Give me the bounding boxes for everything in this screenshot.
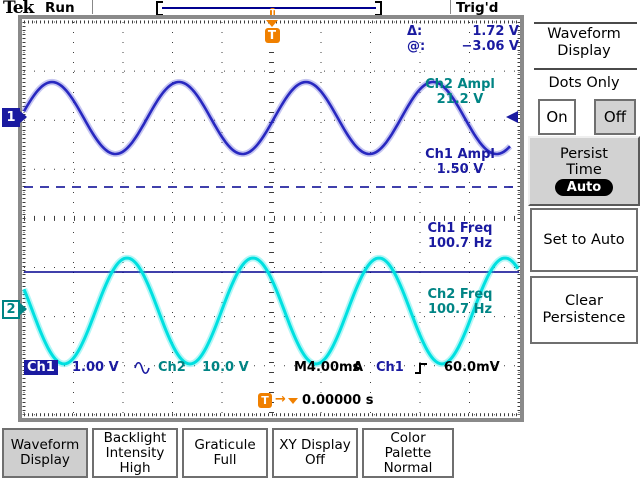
tek-logo: Tek — [3, 0, 34, 18]
channel-2-reference-marker: 2 — [2, 300, 27, 319]
set-to-auto-button[interactable]: Set to Auto — [530, 208, 638, 272]
side-menu-title-line1: Waveform — [547, 26, 621, 42]
timebase: M4.00ms — [294, 360, 361, 375]
menu-button-color-palette[interactable]: Color Palette Normal — [362, 428, 454, 478]
dots-only-label: Dots Only — [548, 75, 620, 91]
trigger-level: 60.0mV — [444, 360, 500, 375]
measurement-label: Ch1 Freq — [427, 221, 493, 236]
measurement-ch2-freq: Ch2 Freq 100.7 Hz — [400, 287, 520, 317]
measurement-value: 21.2 V — [436, 92, 484, 107]
persist-time-button[interactable]: Persist Time Auto — [528, 136, 640, 206]
trigger-t-icon: T — [258, 393, 272, 408]
trigger-t-icon: T — [264, 28, 280, 43]
triangle-down-icon — [266, 20, 278, 27]
dots-only-on-button[interactable]: On — [538, 99, 576, 135]
channel-2-trace — [22, 256, 520, 366]
trigger-status: Trig'd — [456, 0, 499, 16]
measurement-label: Ch2 Ampl — [425, 77, 495, 92]
ch2-label: Ch2 — [158, 360, 186, 375]
trigger-source: Ch1 — [376, 360, 404, 375]
measurement-ch2-ampl: Ch2 Ampl 21.2 V — [400, 77, 520, 107]
rising-edge-icon — [414, 361, 429, 380]
cursor-delta-label: Δ: — [407, 24, 423, 39]
side-menu-title: Waveform Display — [528, 26, 640, 60]
menu-button-xy-display[interactable]: XY Display Off — [272, 428, 358, 478]
ch1-scale: 1.00 V — [72, 360, 119, 375]
side-menu: Waveform Display Dots Only On Off Persis… — [528, 15, 640, 355]
separator — [92, 0, 93, 14]
scale-status-bar: Ch1 1.00 V Ch2 10.0 V M4.00ms A Ch1 60.0… — [22, 360, 520, 378]
triangle-down-icon — [288, 398, 298, 404]
divider — [534, 68, 637, 70]
measurement-label: Ch1 Ampl — [425, 147, 495, 162]
measurement-ch1-ampl: Ch1 Ampl 1.50 V — [400, 147, 520, 177]
cursor-at-value: −3.06 V — [461, 39, 519, 54]
measurement-value: 100.7 Hz — [427, 302, 493, 317]
side-menu-title-line2: Display — [557, 43, 611, 59]
persist-time-label: Persist Time — [560, 146, 608, 178]
trigger-position-bar-marker-icon: T — [262, 0, 276, 19]
waveform-display-area: T Δ: 1.72 V @: −3.06 V Ch2 Ampl 21.2 V C… — [2, 15, 524, 422]
trigger-position-marker-icon: T — [263, 20, 281, 43]
cursor-at-label: @: — [407, 39, 426, 54]
acquisition-bar-right-bracket — [375, 1, 382, 16]
cursor-readout: Δ: 1.72 V @: −3.06 V — [407, 24, 519, 54]
acquisition-bar — [162, 7, 376, 9]
menu-button-backlight-intensity[interactable]: Backlight Intensity High — [92, 428, 178, 478]
top-status-bar: Tek Run T Trig'd — [0, 0, 640, 19]
bottom-menu: Waveform Display Backlight Intensity High G… — [0, 427, 640, 480]
measurement-ch1-freq: Ch1 Freq 100.7 Hz — [400, 221, 520, 251]
trigger-t-icon: T — [270, 8, 276, 17]
channel-1-reference-marker: 1 — [2, 108, 27, 127]
ch1-badge: Ch1 — [24, 360, 58, 375]
dots-only-off-button[interactable]: Off — [594, 99, 636, 135]
measurement-value: 100.7 Hz — [427, 236, 493, 251]
menu-button-waveform-display[interactable]: Waveform Display — [2, 428, 88, 478]
cursor-delta-value: 1.72 V — [472, 24, 519, 39]
cursor-at-row: @: −3.06 V — [407, 39, 519, 54]
acquisition-label: A — [353, 360, 364, 375]
measurement-value: 1.50 V — [436, 162, 484, 177]
trigger-position-value: 0.00000 s — [302, 393, 374, 408]
channel-1-trace — [22, 80, 511, 156]
trigger-time-readout: T → 0.00000 s — [22, 392, 520, 411]
separator — [450, 0, 451, 14]
arrow-right-icon: → — [275, 392, 286, 407]
waveform-plot — [22, 20, 520, 417]
ch2-scale: 10.0 V — [202, 360, 249, 375]
cursor-delta-row: Δ: 1.72 V — [407, 24, 519, 39]
measurement-label: Ch2 Freq — [427, 287, 493, 302]
menu-button-graticule[interactable]: Graticule Full — [182, 428, 268, 478]
divider — [534, 22, 637, 24]
clear-persistence-button[interactable]: Clear Persistence — [530, 276, 638, 344]
channel-1-edge-arrow-icon — [506, 111, 518, 123]
coupling-sine-icon — [134, 361, 151, 379]
persist-time-value: Auto — [555, 179, 613, 196]
acquisition-state: Run — [45, 0, 75, 16]
